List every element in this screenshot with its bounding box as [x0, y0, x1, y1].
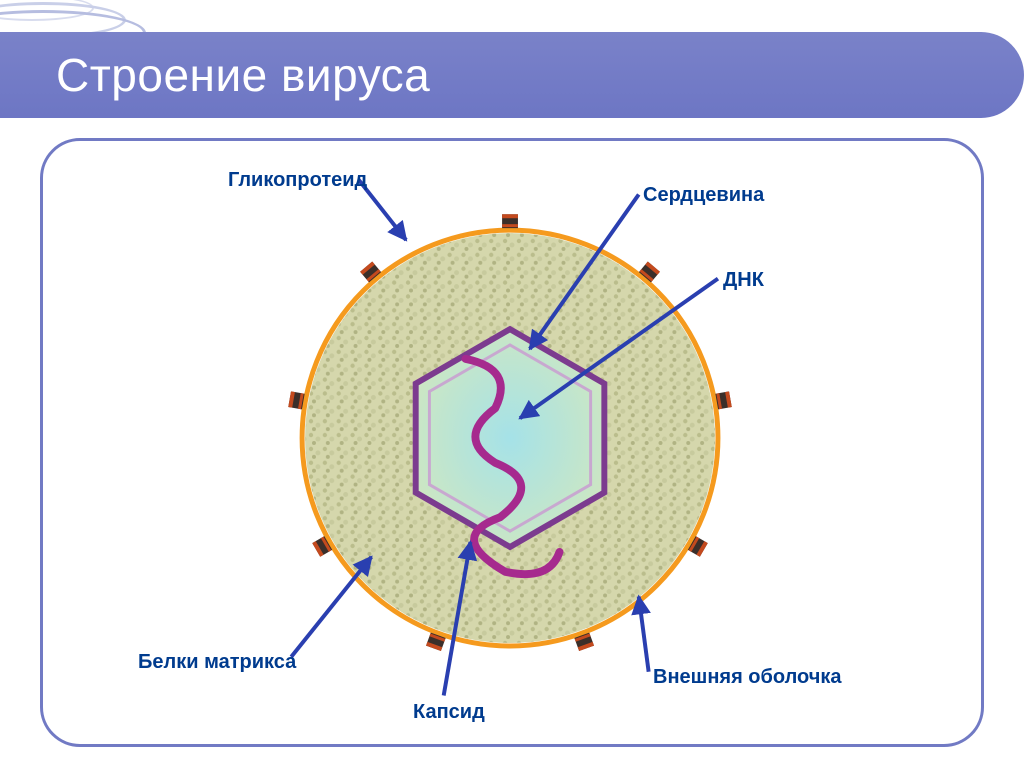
slide: Строение вируса Гл	[0, 0, 1024, 767]
title-bar: Строение вируса	[0, 32, 1024, 118]
label-core: Сердцевина	[643, 184, 764, 207]
slide-title: Строение вируса	[0, 48, 430, 102]
label-matrix-proteins: Белки матрикса	[138, 651, 296, 674]
label-outer-envelope: Внешняя оболочка	[653, 666, 842, 689]
label-glycoprotein: Гликопротеид	[228, 169, 367, 192]
content-frame: Гликопротеид Сердцевина ДНК Белки матрик…	[40, 138, 984, 747]
label-capsid: Капсид	[413, 701, 485, 724]
virus-graphic	[288, 214, 731, 651]
label-dna: ДНК	[723, 269, 764, 292]
